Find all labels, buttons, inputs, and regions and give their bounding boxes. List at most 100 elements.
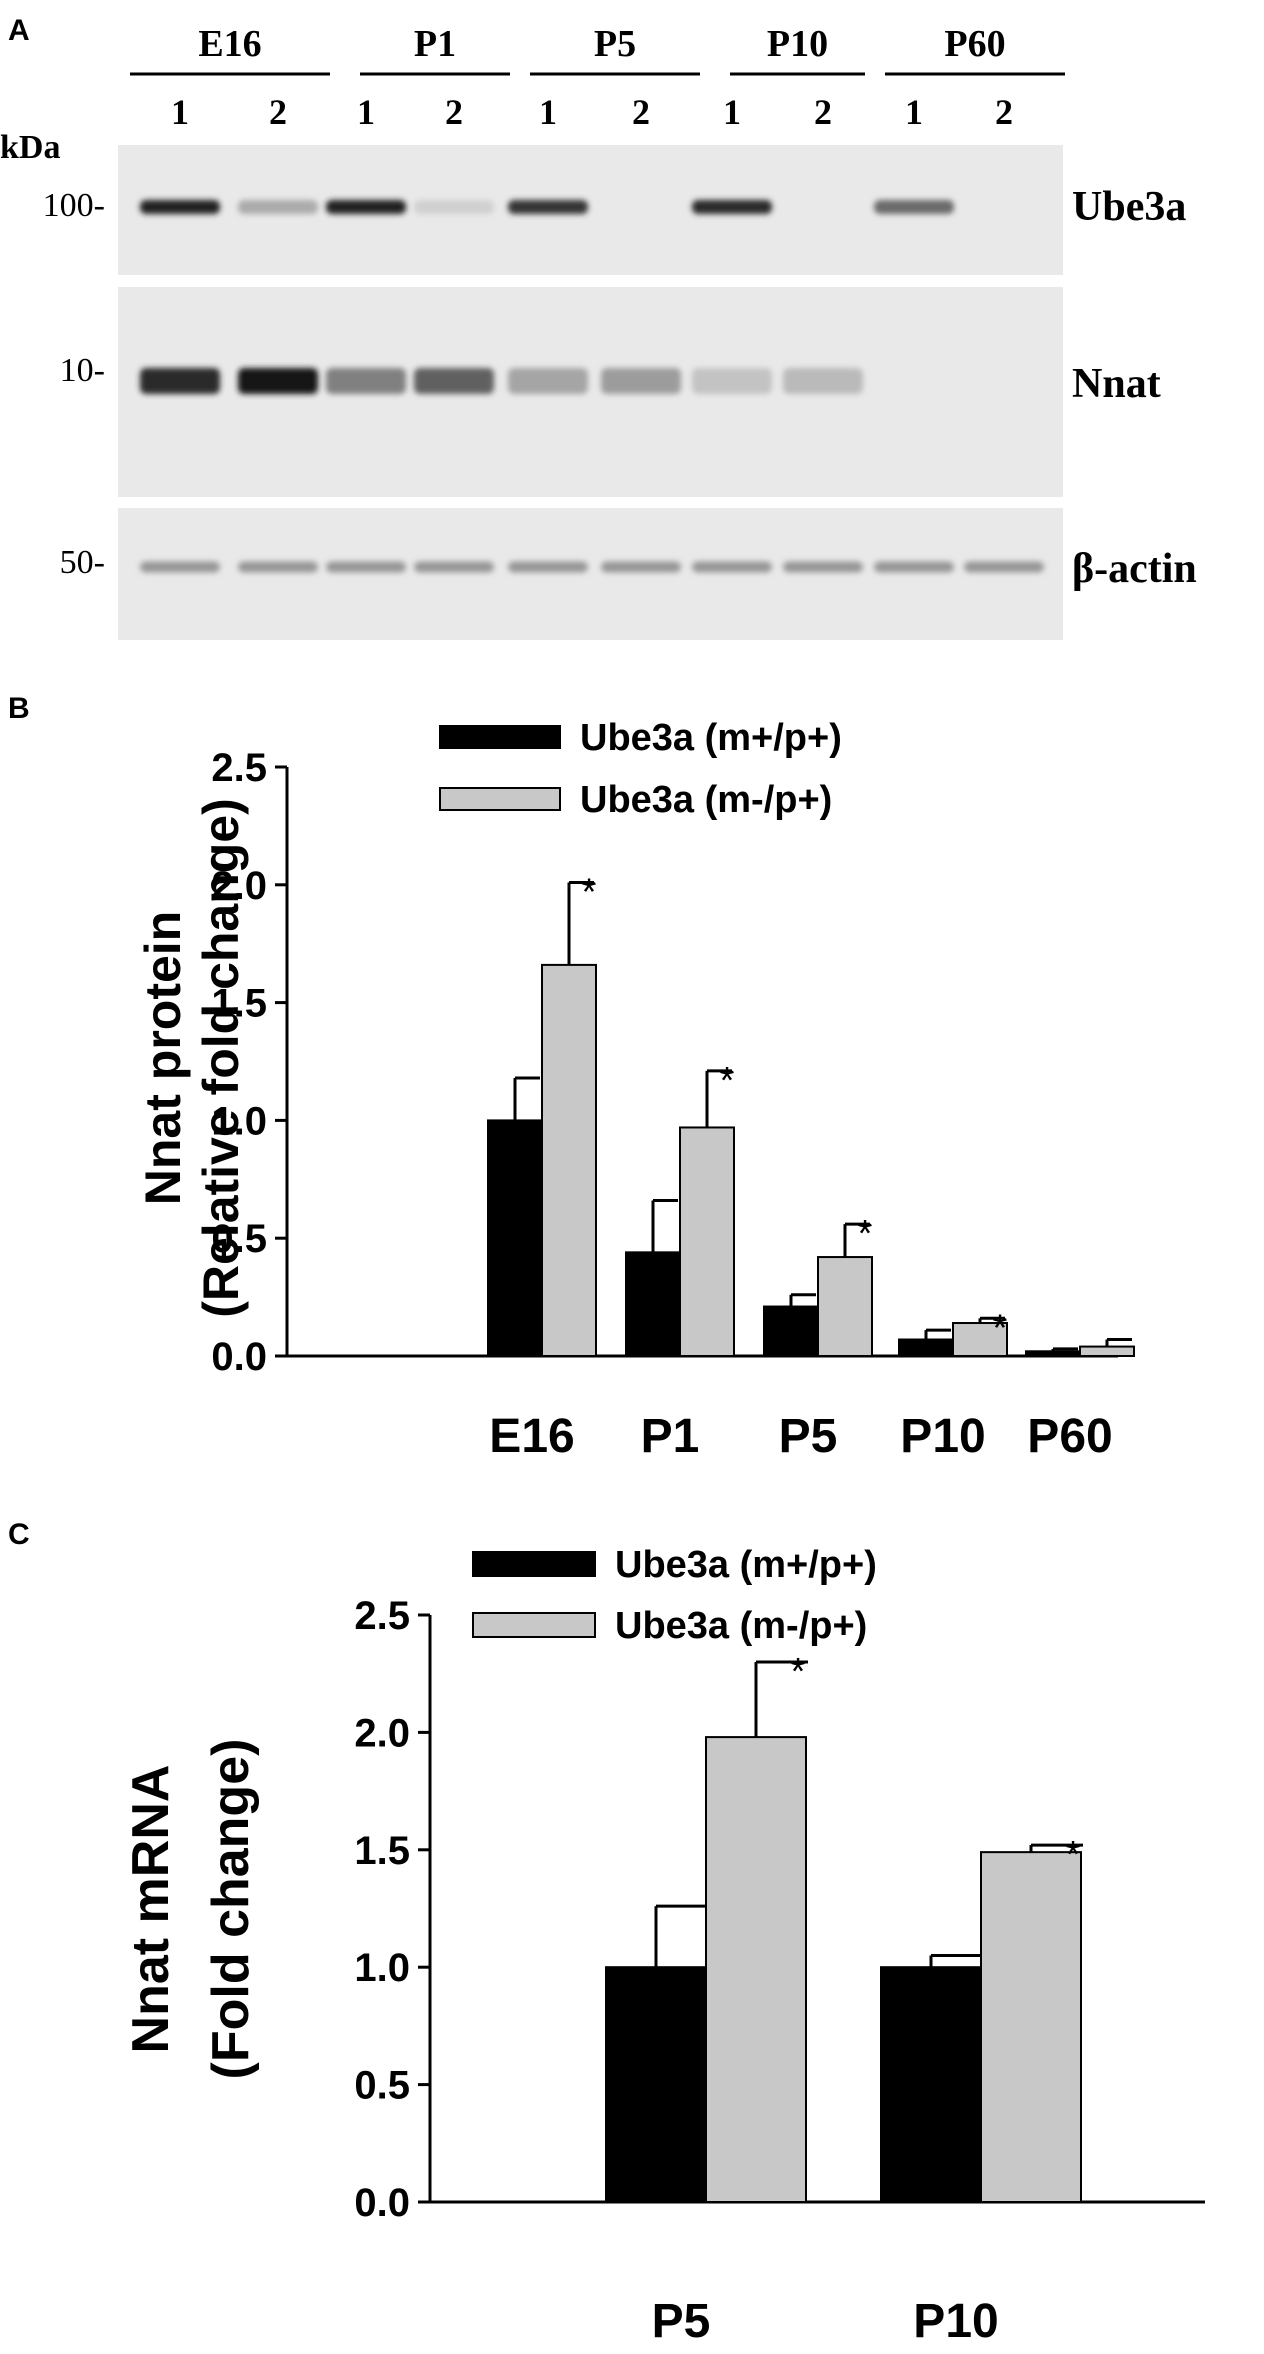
blot-band bbox=[601, 561, 681, 573]
y-tick-label: 0.0 bbox=[354, 2181, 410, 2225]
blot-band bbox=[692, 368, 772, 394]
bar-ube3a-mp bbox=[763, 1305, 819, 1358]
bar-ube3a-mm bbox=[541, 963, 597, 1357]
blot-band bbox=[326, 368, 406, 394]
blot-strips: 100- Ube3a 10- Nnat 50- β-actin bbox=[43, 145, 1197, 640]
legend-label: Ube3a (m-/p+) bbox=[580, 779, 832, 821]
legend-label: Ube3a (m+/p+) bbox=[615, 1544, 877, 1586]
y-tick-label: 0.5 bbox=[354, 2064, 410, 2108]
x-tick-label: P10 bbox=[900, 1410, 985, 1463]
bar-ube3a-mp bbox=[487, 1119, 543, 1358]
chart-protein: 0.0 0.5 1.0 1.5 2.0 2.5 Nnat protein (Relative … bbox=[135, 717, 1135, 1463]
blot-band bbox=[140, 368, 220, 394]
bar-ube3a-mm bbox=[952, 1322, 1008, 1357]
chart-mrna: 0.0 0.5 1.0 1.5 2.0 2.5 Nnat mRNA (Fold change)… bbox=[122, 1544, 1205, 2348]
blot-band bbox=[783, 561, 863, 573]
kda-label: kDa bbox=[0, 129, 60, 166]
bar-ube3a-mp bbox=[625, 1251, 681, 1358]
blot-marker-label: 100- bbox=[43, 187, 105, 224]
significance-marker: * bbox=[582, 871, 597, 913]
bar-ube3a-mp bbox=[605, 1966, 707, 2203]
bar-ube3a-mm bbox=[817, 1256, 873, 1357]
significance-marker: * bbox=[1066, 1834, 1081, 1876]
blot-protein-label: Nnat bbox=[1072, 361, 1161, 407]
blot-band bbox=[692, 200, 772, 214]
legend-label: Ube3a (m+/p+) bbox=[580, 717, 842, 759]
blot-group-label: P1 bbox=[414, 23, 456, 65]
x-tick-label: P5 bbox=[779, 1410, 838, 1463]
panel-letter-b: B bbox=[8, 692, 30, 725]
bar-ube3a-mm bbox=[679, 1126, 735, 1358]
blot-band bbox=[414, 200, 494, 214]
blot-group-label: P60 bbox=[944, 23, 1005, 65]
blot-lane-label: 2 bbox=[814, 92, 832, 132]
y-tick-label: 2.5 bbox=[354, 1594, 410, 1638]
blot-lane-label: 1 bbox=[723, 92, 741, 132]
blot-band bbox=[964, 561, 1044, 573]
y-tick-label: 1.0 bbox=[211, 1099, 267, 1143]
y-tick-label: 2.0 bbox=[354, 1711, 410, 1755]
blot-marker-label: 10- bbox=[60, 352, 105, 389]
panel-letter-c: C bbox=[8, 1518, 30, 1551]
blot-lane-label: 2 bbox=[445, 92, 463, 132]
significance-marker: * bbox=[993, 1307, 1008, 1349]
blot-lane-label: 2 bbox=[995, 92, 1013, 132]
x-tick-label: P5 bbox=[652, 2295, 711, 2348]
blot-strip-background bbox=[118, 508, 1063, 640]
blot-band bbox=[601, 368, 681, 394]
bar-ube3a-mm bbox=[1079, 1345, 1135, 1358]
y-axis-title: Nnat mRNA bbox=[122, 1765, 180, 2054]
blot-band bbox=[140, 561, 220, 573]
legend-label: Ube3a (m-/p+) bbox=[615, 1605, 867, 1647]
significance-marker: * bbox=[791, 1651, 806, 1693]
legend-swatch bbox=[439, 725, 561, 749]
y-tick-label: 0.5 bbox=[211, 1217, 267, 1261]
y-axis-title: Nnat protein bbox=[135, 911, 191, 1205]
y-axis-title: (Fold change) bbox=[202, 1739, 260, 2080]
x-tick-label: P1 bbox=[641, 1410, 700, 1463]
y-tick-label: 1.0 bbox=[354, 1946, 410, 1990]
blot-lane-label: 1 bbox=[905, 92, 923, 132]
blot-lane-label: 1 bbox=[357, 92, 375, 132]
panel-letter-a: A bbox=[8, 14, 30, 47]
x-tick-label: P60 bbox=[1027, 1410, 1112, 1463]
blot-band bbox=[238, 368, 318, 394]
blot-protein-label: Ube3a bbox=[1072, 184, 1186, 230]
y-tick-label: 2.5 bbox=[211, 746, 267, 790]
blot-band bbox=[414, 561, 494, 573]
blot-protein-label: β-actin bbox=[1072, 546, 1197, 592]
significance-marker: * bbox=[720, 1060, 735, 1102]
blot-band bbox=[508, 561, 588, 573]
y-axis-title: (Relative fold change) bbox=[193, 798, 249, 1318]
bar-ube3a-mp bbox=[1025, 1350, 1081, 1357]
bar-ube3a-mp bbox=[898, 1338, 954, 1358]
blot-band bbox=[508, 368, 588, 394]
significance-marker: * bbox=[858, 1213, 873, 1255]
blot-band bbox=[140, 200, 220, 214]
blot-group-label: E16 bbox=[198, 23, 261, 65]
blot-band bbox=[238, 561, 318, 573]
legend-swatch bbox=[439, 787, 561, 811]
bar-ube3a-mm bbox=[980, 1851, 1082, 2203]
blot-band bbox=[326, 200, 406, 214]
blot-group-label: P10 bbox=[767, 23, 828, 65]
blot-band bbox=[783, 368, 863, 394]
blot-band bbox=[326, 561, 406, 573]
y-tick-label: 1.5 bbox=[211, 982, 267, 1026]
blot-header: E16 P1 P5 P10 P60 1 2 1 2 1 2 1 2 1 2 bbox=[130, 23, 1065, 132]
y-tick-label: 1.5 bbox=[354, 1829, 410, 1873]
legend-swatch bbox=[472, 1612, 596, 1638]
blot-band bbox=[874, 561, 954, 573]
blot-band bbox=[692, 561, 772, 573]
bar-ube3a-mm bbox=[705, 1736, 807, 2203]
blot-lane-label: 1 bbox=[171, 92, 189, 132]
blot-group-label: P5 bbox=[594, 23, 636, 65]
legend-swatch bbox=[472, 1551, 596, 1577]
blot-lane-label: 2 bbox=[632, 92, 650, 132]
blot-lane-label: 2 bbox=[269, 92, 287, 132]
blot-band bbox=[508, 200, 588, 214]
blot-band bbox=[238, 200, 318, 214]
x-tick-label: E16 bbox=[489, 1410, 574, 1463]
blot-band bbox=[874, 200, 954, 214]
